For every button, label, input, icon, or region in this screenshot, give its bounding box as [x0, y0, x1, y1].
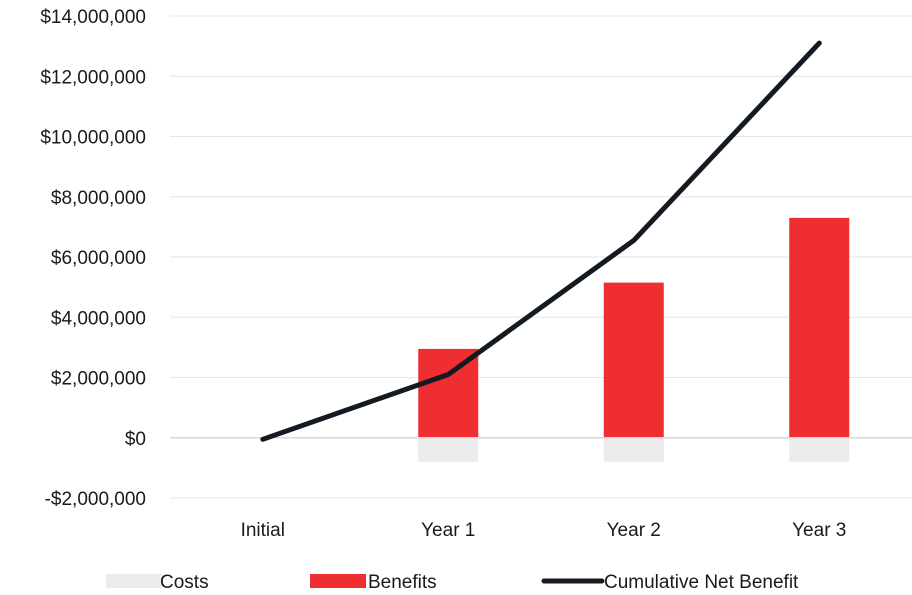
y-tick-label: $8,000,000: [51, 188, 146, 209]
benefits-bar: [603, 282, 664, 438]
y-tick-label: $4,000,000: [51, 308, 146, 329]
line-series: [260, 40, 822, 442]
x-tick-label: Year 3: [792, 520, 846, 541]
legend-label: Cumulative Net Benefit: [604, 572, 799, 593]
legend-item-benefits: Benefits: [310, 572, 437, 593]
y-tick-label: $12,000,000: [40, 67, 146, 88]
costs-bar: [603, 437, 664, 462]
legend-label: Costs: [160, 572, 209, 593]
y-tick-label: -$2,000,000: [45, 489, 146, 510]
benefits-bar: [418, 348, 479, 438]
benefits-bar: [789, 217, 850, 438]
cumulative-net-benefit-line: [260, 40, 822, 442]
x-axis-tick-labels: Initial Year 1 Year 2 Year 3: [241, 520, 847, 541]
x-tick-label: Year 2: [607, 520, 661, 541]
legend-item-costs: Costs: [106, 572, 209, 593]
bars: [418, 217, 850, 462]
x-tick-label: Year 1: [421, 520, 475, 541]
costs-bar: [789, 437, 850, 462]
gridlines: [170, 15, 912, 499]
y-tick-label: $6,000,000: [51, 248, 146, 269]
y-tick-label: $10,000,000: [40, 128, 146, 149]
y-tick-label: $0: [125, 429, 146, 450]
legend-item-cumulative-net-benefit: Cumulative Net Benefit: [541, 572, 799, 593]
y-tick-label: $14,000,000: [40, 7, 146, 28]
legend-swatch: [106, 574, 162, 588]
y-axis-tick-labels: $14,000,000 $12,000,000 $10,000,000 $8,000,…: [40, 7, 146, 510]
y-tick-label: $2,000,000: [51, 369, 146, 390]
legend-swatch: [310, 574, 366, 588]
costs-bar: [418, 437, 479, 462]
legend: Costs Benefits Cumulative Net Benefit: [106, 572, 799, 593]
legend-label: Benefits: [368, 572, 437, 593]
x-tick-label: Initial: [241, 520, 285, 541]
